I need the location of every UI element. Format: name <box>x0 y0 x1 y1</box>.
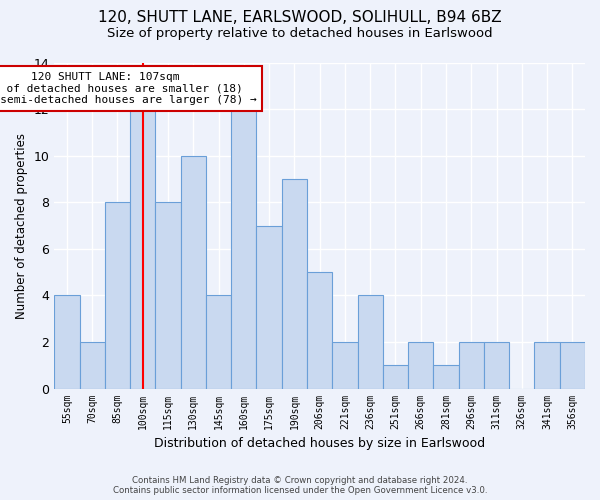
Bar <box>358 296 383 388</box>
Bar <box>155 202 181 388</box>
Text: 120 SHUTT LANE: 107sqm
← 19% of detached houses are smaller (18)
81% of semi-det: 120 SHUTT LANE: 107sqm ← 19% of detached… <box>0 72 257 105</box>
Bar <box>408 342 433 388</box>
Bar <box>256 226 282 388</box>
Bar <box>307 272 332 388</box>
Text: 120, SHUTT LANE, EARLSWOOD, SOLIHULL, B94 6BZ: 120, SHUTT LANE, EARLSWOOD, SOLIHULL, B9… <box>98 10 502 25</box>
Bar <box>54 296 80 388</box>
Bar <box>484 342 509 388</box>
Text: Size of property relative to detached houses in Earlswood: Size of property relative to detached ho… <box>107 28 493 40</box>
Bar <box>80 342 105 388</box>
Bar <box>560 342 585 388</box>
Bar <box>206 296 231 388</box>
Bar <box>332 342 358 388</box>
Bar <box>535 342 560 388</box>
Bar <box>181 156 206 388</box>
X-axis label: Distribution of detached houses by size in Earlswood: Distribution of detached houses by size … <box>154 437 485 450</box>
Bar <box>231 109 256 388</box>
Y-axis label: Number of detached properties: Number of detached properties <box>15 132 28 318</box>
Bar <box>105 202 130 388</box>
Text: Contains HM Land Registry data © Crown copyright and database right 2024.
Contai: Contains HM Land Registry data © Crown c… <box>113 476 487 495</box>
Bar <box>458 342 484 388</box>
Bar <box>130 109 155 388</box>
Bar <box>433 366 458 388</box>
Bar <box>282 179 307 388</box>
Bar <box>383 366 408 388</box>
